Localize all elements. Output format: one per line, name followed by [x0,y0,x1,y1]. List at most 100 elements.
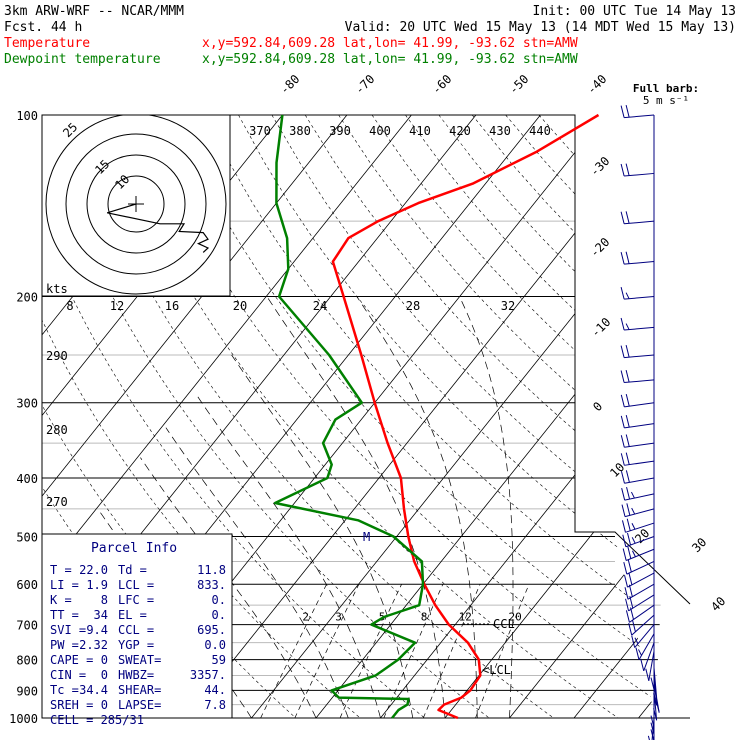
barb-shaft [638,633,655,661]
theta-label: 410 [409,124,431,138]
pressure-label: 600 [16,578,38,592]
barb-flag [629,596,634,609]
wind-barb [623,559,655,575]
barb-shaft [624,493,655,501]
mixing-ratio-label: 20 [509,611,522,624]
parcel-row-value: 8 [101,593,108,607]
barb-flag [625,292,630,299]
wind-barb [620,369,655,384]
parcel-row-label: LI = [50,578,79,592]
theta-left-label: 270 [46,495,68,509]
barb-shaft [625,522,655,533]
mixing-ratio-line [260,584,327,719]
wind-barb [620,434,655,448]
parcel-row-label: PW = [50,638,79,652]
barb-flag [620,415,625,428]
parcel-row-label: YGP = [118,638,154,652]
sounding-series [273,113,600,720]
barb-flag [645,668,650,681]
wind-barb [620,211,655,225]
wind-barb [620,251,655,265]
barb-flag [631,507,636,515]
wind-barb [620,470,655,484]
moist-adiabat-line [195,393,381,718]
hodograph-ring [86,154,186,254]
barb-flag [622,548,627,561]
barb-key-unit: 5 m s⁻¹ [643,94,689,107]
theta-label: 400 [369,124,391,138]
isotherm-line [42,115,348,718]
parcel-row-value: 2.32 [79,638,108,652]
wind-barb [622,532,655,548]
mixing-ratio-label: 12 [459,611,472,624]
forecast-hour: Fcst. 44 h [4,20,82,35]
hodograph-unit: kts [46,282,68,296]
annotation-melting: M [363,530,370,544]
barb-flag [625,610,630,623]
isotherm-line [380,115,655,718]
barb-flag [625,251,630,264]
wind-barb [622,546,655,561]
barb-flag [624,587,629,600]
barb-flag [626,503,631,516]
wind-barb [635,633,655,661]
parcel-row-value: 59 [212,653,226,667]
moist-adiabat-line [165,427,349,718]
barb-flag [623,561,628,575]
barb-key-label: Full barb: [633,82,699,95]
wind-barb [620,394,655,408]
parcel-row-value: 695. [197,623,226,637]
barb-flag [625,470,630,483]
isotherm-label: -80 [277,72,302,97]
parcel-row-value: 833. [197,578,226,592]
parcel-row-value: 3357. [190,668,226,682]
dry-adiabat-line [505,115,655,718]
dry-adiabat-line [371,115,655,718]
parcel-row-label: LAPSE= [118,698,161,712]
isotherm-label: 30 [689,535,709,555]
barb-flag [635,647,640,660]
speed-scale-label: 12 [110,299,124,313]
parcel-row-label: T = [50,563,72,577]
barb-flag [625,211,630,224]
theta-left-label: 280 [46,423,68,437]
parcel-row-label: CCL = [118,623,154,637]
parcel-row-value: 0. [212,608,226,622]
barb-flag [630,491,635,499]
theta-label: 390 [329,124,351,138]
parcel-row-label: LFC = [118,593,154,607]
moist-adiabat-line [356,296,478,718]
wind-barb [624,572,655,588]
barb-flag [620,394,625,408]
barb-flag [620,435,625,448]
barb-shaft [643,642,655,672]
barb-flag [627,546,632,559]
speed-scale-label: 24 [313,299,327,313]
moist-adiabat-line [459,296,514,718]
barb-flag [630,607,635,620]
mixing-ratio-lines: 2 3 5 8 12 20 [260,584,530,719]
temperature-line [331,113,600,720]
wind-barb [621,503,655,518]
model-title: 3km ARW-WRF -- NCAR/MMM [4,4,184,19]
barb-flag [631,537,636,544]
isotherm-line [42,115,412,718]
isotherm-label: 40 [708,594,728,614]
barb-flag [631,523,636,530]
parcel-row-label: SREH = [50,698,93,712]
pressure-label: 300 [16,397,38,411]
speed-scale-label: 28 [406,299,420,313]
parcel-row-value: 0 [101,668,108,682]
wind-barb [620,163,655,177]
barb-flag [626,518,631,531]
barb-shaft [634,624,655,648]
pressure-label: 400 [16,472,38,486]
barb-shaft [624,508,655,518]
barb-flag [625,369,630,383]
parcel-row-value: 0 [101,653,108,667]
theta-left-label: 290 [46,349,68,363]
parcel-row-value: 34.4 [79,683,108,697]
barb-shaft [625,548,655,561]
wind-barb [620,317,655,331]
